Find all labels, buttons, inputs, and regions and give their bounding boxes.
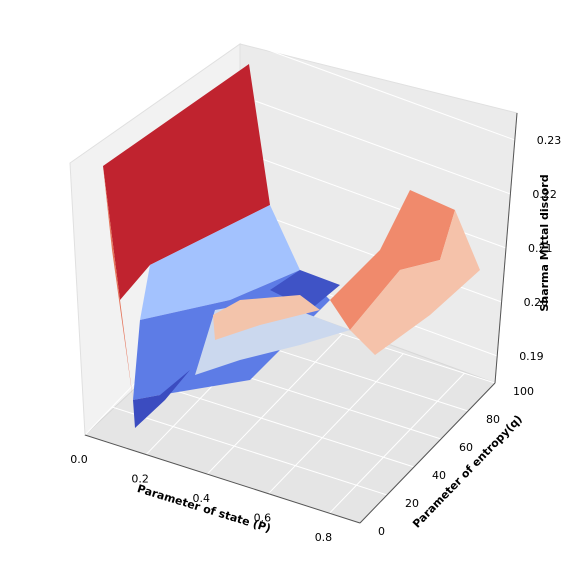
y-gridline [111,406,388,496]
z-axis-label: Sharma Mittal discord [538,174,551,311]
x-gridline [267,353,404,495]
y-tick-label: 100 [513,385,534,398]
surface-patch-red-wall [103,64,270,300]
surface-patch-blue-dark [133,370,190,428]
surface-patch-blue-ridge [270,270,340,310]
x-tick-label: 0.4 [192,492,210,505]
y-tick-labels: 0 20 40 60 80 100 [378,385,534,538]
z-tick-label: 0.20 [524,296,549,309]
surface [103,64,480,428]
axis-lines [84,112,518,524]
x-tick-label: 0.2 [131,473,149,486]
y-tick-label: 40 [432,469,446,482]
y-tick-label: 80 [486,413,500,426]
z-tick-label: 0.21 [528,242,553,255]
surface-patch-orange-top [330,190,455,330]
surface-patch-peach-right [350,210,480,355]
x-tick-label: 0.0 [70,453,88,466]
y-tick-label: 60 [459,441,473,454]
z-tick-label: 0.22 [532,188,557,201]
x-tick-label: 0.6 [254,512,272,525]
x-gridline [206,333,343,475]
surface-patch-peach-mid [213,295,320,340]
z-tick-labels: 0.19 0.20 0.21 0.22 0.23 [519,134,561,363]
x-axis-label: Parameter of state (P) [136,482,273,535]
y-tick-label: 0 [378,525,385,538]
surface-patch-blue-upper [140,205,300,320]
z-gridline [259,46,515,141]
x-tick-labels: 0.0 0.2 0.4 0.6 0.8 [70,453,332,544]
y-gridline [138,378,415,468]
z-gridline [255,100,511,195]
y-tick-label: 20 [405,497,419,510]
z-tick-label: 0.19 [519,350,544,363]
x-gridline [329,372,465,514]
x-tick-label: 0.8 [315,531,333,544]
z-tick-label: 0.23 [537,134,562,147]
